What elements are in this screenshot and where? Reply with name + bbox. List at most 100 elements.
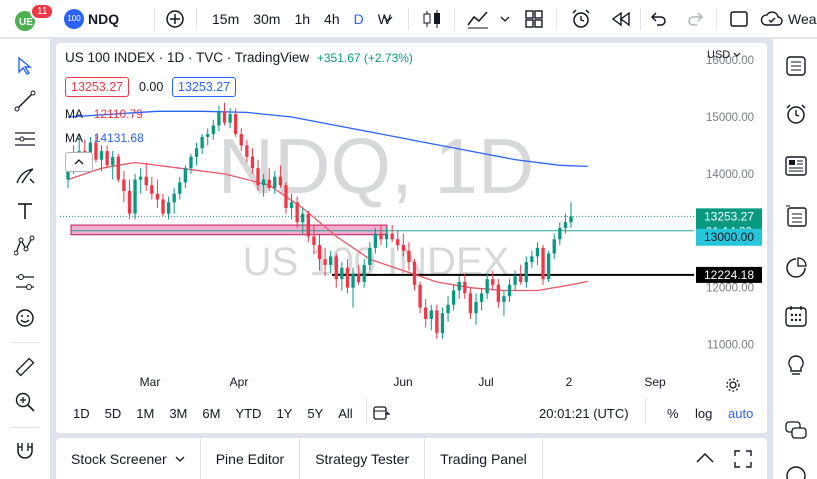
goto-date-button[interactable] (373, 405, 391, 424)
candle-body (552, 239, 556, 254)
chevron-up-icon (74, 159, 84, 165)
divider (716, 8, 717, 30)
undo-icon (650, 12, 666, 26)
streams-button[interactable] (779, 457, 813, 479)
tab-stock-screener[interactable]: Stock Screener (56, 438, 201, 479)
range-6m[interactable]: 6M (202, 405, 221, 421)
undo-button[interactable] (648, 0, 668, 38)
chart-type-button[interactable] (421, 0, 443, 38)
sell-price[interactable]: 13253.27 (65, 77, 130, 97)
tab-label: Pine Editor (215, 450, 285, 467)
candle-body (401, 244, 405, 251)
interval-1h[interactable]: 1h (294, 11, 311, 27)
ideas-button[interactable] (779, 349, 813, 383)
chevron-down-icon (500, 16, 510, 22)
zoom-tool[interactable] (10, 387, 40, 417)
tab-strategy-tester[interactable]: Strategy Tester (300, 438, 426, 479)
symbol-search[interactable]: 100 NDQ (64, 0, 119, 38)
interval-dropdown[interactable] (383, 0, 393, 38)
divider (640, 8, 641, 30)
range-1d[interactable]: 1D (73, 405, 90, 421)
candle-body (440, 313, 445, 334)
candle-body (334, 256, 338, 280)
notification-badge[interactable]: 11 (30, 3, 55, 20)
interval-d[interactable]: D (353, 11, 364, 27)
currency-selector[interactable]: USD (707, 49, 741, 61)
list-icon (786, 56, 806, 76)
percent-scale-button[interactable]: % (667, 405, 679, 421)
candle-body (507, 284, 512, 297)
interval-4h[interactable]: 4h (324, 11, 340, 27)
log-scale-button[interactable]: log (695, 405, 713, 421)
maximize-panel-button[interactable] (734, 450, 752, 471)
buy-price[interactable]: 13253.27 (172, 77, 237, 97)
ma-fast-legend[interactable]: MA 12110.79 (65, 107, 143, 121)
watchlist-button[interactable] (779, 49, 813, 83)
range-5d[interactable]: 5D (104, 405, 122, 421)
range-1m[interactable]: 1M (136, 405, 155, 421)
square-icon (730, 11, 748, 27)
emoji-tool[interactable] (10, 303, 40, 333)
divider (10, 427, 40, 428)
chats-button[interactable] (779, 414, 813, 448)
magnet-tool[interactable] (10, 435, 40, 465)
alerts-button[interactable] (779, 97, 813, 131)
collapse-legend-button[interactable] (65, 152, 93, 172)
auto-scale-button[interactable]: auto (728, 405, 754, 421)
ma-slow-legend[interactable]: MA 14131.68 (65, 131, 144, 145)
range-3m[interactable]: 3M (169, 405, 188, 421)
candle-body (446, 304, 450, 314)
hotlist-button[interactable] (779, 199, 813, 233)
interval-w[interactable]: W (377, 11, 391, 27)
redo-button[interactable] (686, 0, 706, 38)
replay-button[interactable] (610, 0, 632, 38)
account-button[interactable]: Weal (760, 0, 817, 38)
brush-tool[interactable] (10, 161, 40, 191)
prediction-tool[interactable] (10, 267, 40, 297)
utc-clock[interactable]: 20:01:21 (UTC) (539, 405, 629, 421)
logo[interactable]: UE 11 (12, 0, 55, 38)
time-tick-label: Apr (230, 375, 249, 389)
alert-button[interactable] (570, 0, 592, 38)
right-widget-bar (769, 39, 817, 479)
indicators-dropdown[interactable] (500, 0, 510, 38)
collapse-panel-button[interactable] (696, 451, 714, 467)
zoom-in-icon (15, 392, 35, 412)
interval-15m[interactable]: 15m (212, 11, 240, 27)
layout-button[interactable] (524, 0, 544, 38)
candle-body (172, 193, 176, 203)
chart-settings-button[interactable] (725, 377, 741, 398)
candle-body (519, 276, 523, 282)
horizontal-lines-tool[interactable] (10, 124, 40, 154)
measure-tool[interactable] (10, 352, 40, 382)
range-5y[interactable]: 5Y (307, 405, 324, 421)
add-symbol-button[interactable] (165, 0, 185, 38)
user-avatar-icon: UE (15, 11, 35, 31)
calendar-button[interactable] (779, 299, 813, 333)
indicators-button[interactable] (466, 0, 490, 38)
interval-30m[interactable]: 30m (253, 11, 281, 27)
candle-body (194, 148, 199, 157)
legend-title[interactable]: US 100 INDEX · 1D · TVC · TradingView (65, 50, 310, 65)
data-window-button[interactable] (779, 251, 813, 285)
text-tool[interactable] (10, 196, 40, 226)
chart-pane[interactable]: NDQ, 1D US 100 INDEX 16000.00 15000.00 14000… (56, 43, 767, 433)
pattern-tool[interactable] (10, 231, 40, 261)
range-1y[interactable]: 1Y (276, 405, 293, 421)
news-button[interactable] (779, 149, 813, 183)
range-all[interactable]: All (338, 405, 353, 421)
fullscreen-toggle[interactable] (729, 0, 749, 38)
tab-trading-panel[interactable]: Trading Panel (425, 438, 543, 479)
candle-body (479, 293, 484, 302)
tab-pine-editor[interactable]: Pine Editor (201, 438, 301, 479)
candle-body (228, 114, 232, 123)
symbol-logo-icon: 100 (64, 9, 84, 29)
trend-line-tool[interactable] (10, 86, 40, 116)
range-ytd[interactable]: YTD (235, 405, 262, 421)
range-bar-bg (56, 394, 767, 432)
magnet-icon (17, 443, 33, 459)
cursor-tool[interactable] (10, 51, 40, 81)
brush-icon (16, 168, 35, 184)
candle-body (178, 182, 182, 194)
